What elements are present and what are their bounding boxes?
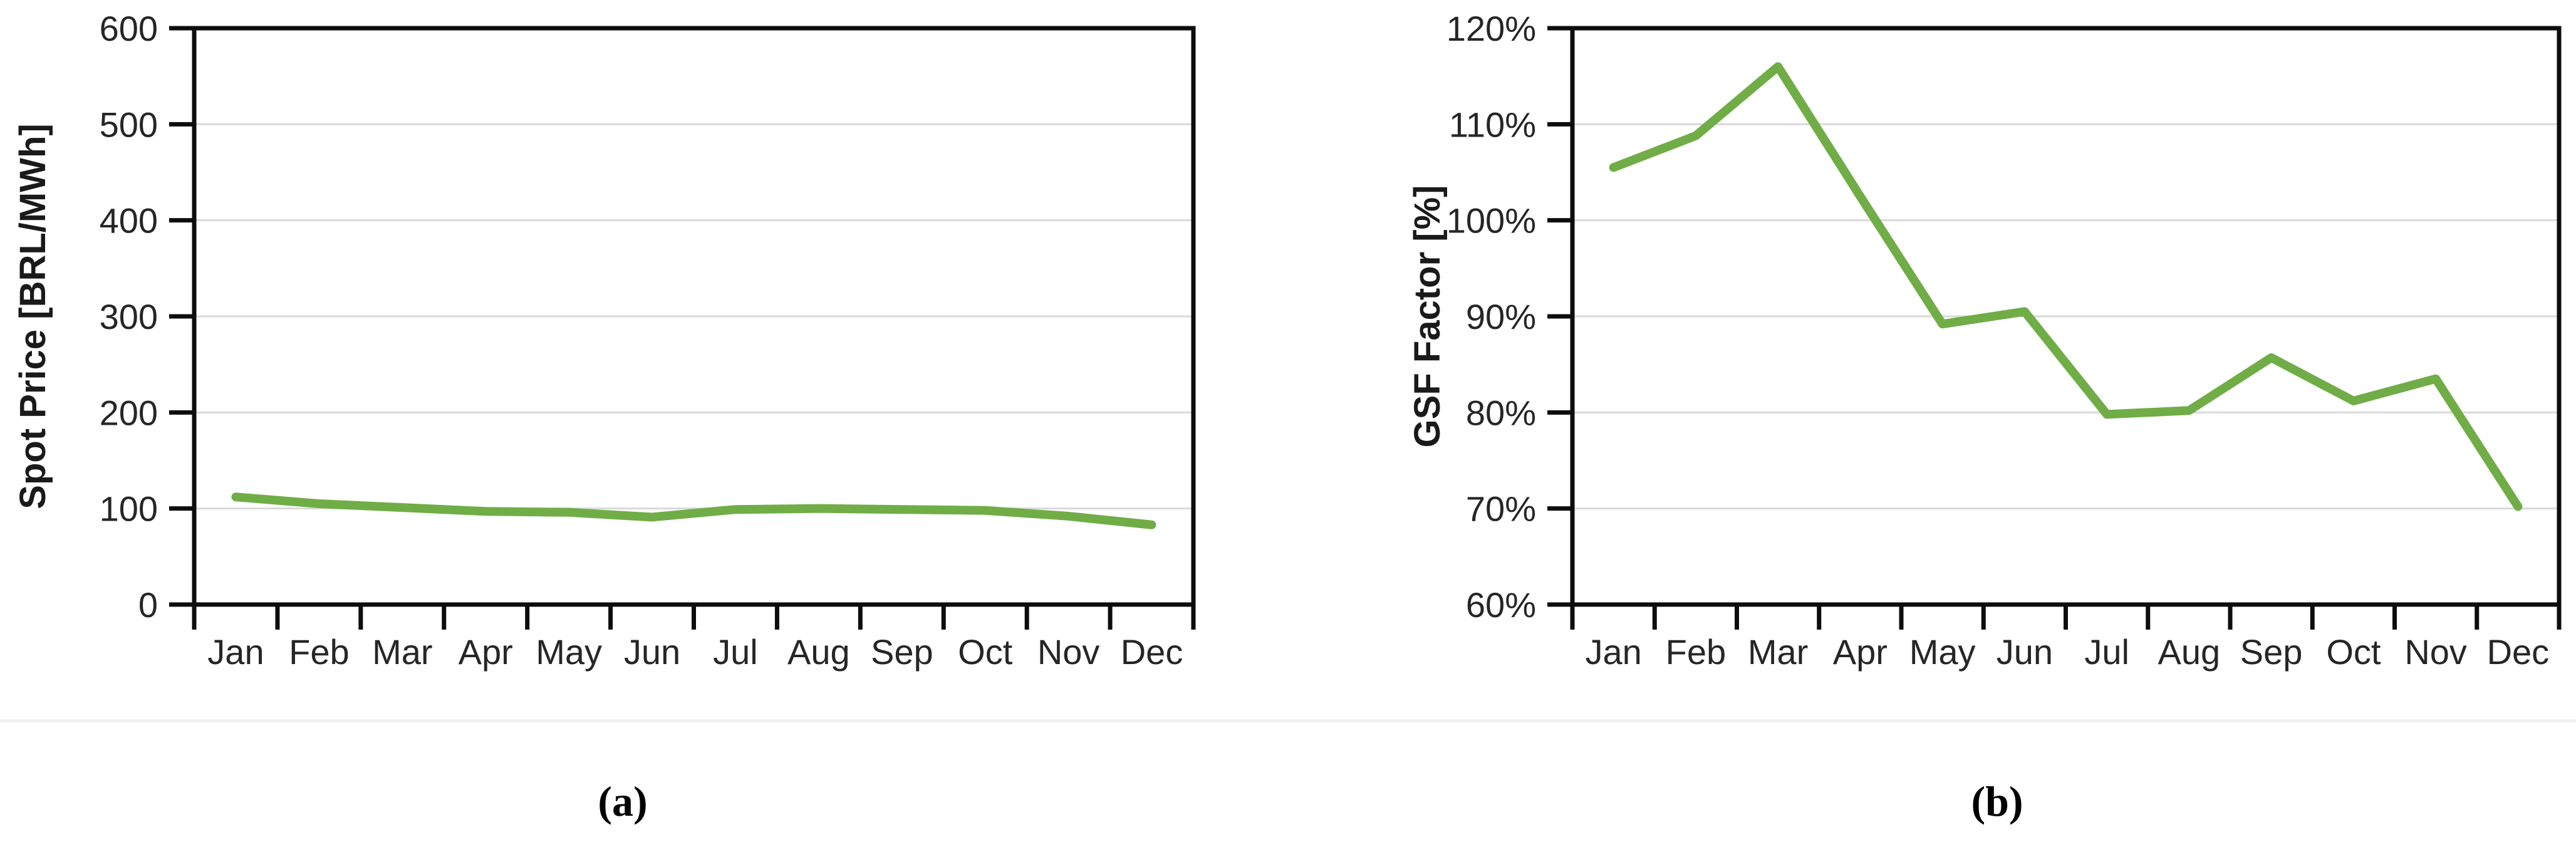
y-tick-labels-group: 0 100 200 300 400 500 600 [100, 9, 158, 625]
x-tick-label: Jun [1997, 632, 2053, 672]
gridlines-group [194, 123, 1193, 510]
x-tick-labels-group: Jan Feb Mar Apr May Jun Jul Aug Sep Oct Nov Dec [1585, 632, 2549, 672]
x-tick-label: Jul [713, 632, 758, 672]
y-tick-label: 80% [1466, 393, 1536, 432]
y-tick-label: 100 [100, 489, 158, 529]
x-tick-label: May [536, 632, 602, 672]
x-tick-label: May [1909, 632, 1976, 672]
x-tick-label: Jul [2084, 632, 2129, 672]
x-tick-label: Mar [372, 632, 432, 672]
x-tick-label: Apr [459, 632, 513, 672]
x-tick-label: Jan [207, 632, 264, 672]
x-tick-label: Dec [2487, 632, 2550, 672]
x-tick-label: Aug [2158, 632, 2221, 672]
data-line [1609, 62, 2523, 511]
gridlines-group [1572, 123, 2559, 510]
axes-group [1547, 26, 2562, 630]
x-tick-label: Apr [1833, 632, 1888, 672]
x-tick-label: Dec [1121, 632, 1183, 672]
y-axis-title-spot-price: Spot Price [BRL/MWh] [13, 123, 53, 509]
data-line [231, 492, 1156, 529]
x-tick-label: Oct [2326, 632, 2381, 672]
y-tick-label: 200 [100, 393, 158, 432]
figure-bottom-edge [0, 719, 2576, 722]
y-tick-label: 0 [138, 585, 158, 625]
axes-group [169, 26, 1196, 630]
y-tick-label: 300 [100, 297, 158, 336]
y-tick-label: 60% [1466, 585, 1536, 625]
panel-caption-b: (b) [1971, 777, 2023, 825]
x-tick-label: Feb [289, 632, 350, 672]
x-tick-labels-group: Jan Feb Mar Apr May Jun Jul Aug Sep Oct Nov Dec [207, 632, 1183, 672]
y-tick-labels-group: 60% 70% 80% 90% 100% 110% 120% [1446, 9, 1536, 625]
spot-price-line-group [231, 492, 1156, 529]
x-tick-label: Sep [2240, 632, 2303, 672]
x-tick-label: Jun [624, 632, 680, 672]
x-tick-label: Aug [787, 632, 850, 672]
spot-price-chart: 0 100 200 300 400 500 600 Jan Feb Mar Apr May Jun Ju… [13, 9, 1196, 825]
y-tick-label: 120% [1446, 9, 1536, 48]
y-tick-label: 90% [1466, 297, 1536, 336]
y-tick-label: 100% [1446, 201, 1536, 241]
y-tick-label: 110% [1449, 105, 1536, 144]
gsf-factor-chart: 60% 70% 80% 90% 100% 110% 120% Jan Feb Mar Apr May… [1407, 9, 2562, 825]
x-tick-label: Nov [2404, 632, 2467, 672]
y-tick-label: 500 [100, 105, 158, 144]
y-tick-label: 600 [100, 9, 158, 48]
gsf-factor-line-group [1609, 62, 2523, 511]
y-axis-title-gsf-factor: GSF Factor [%] [1407, 185, 1448, 448]
x-tick-label: Sep [871, 632, 933, 672]
x-tick-label: Nov [1037, 632, 1100, 672]
y-tick-label: 400 [100, 201, 158, 241]
x-tick-label: Oct [958, 632, 1013, 672]
x-tick-label: Feb [1666, 632, 1727, 672]
x-tick-label: Jan [1585, 632, 1641, 672]
panel-caption-a: (a) [598, 777, 647, 825]
y-tick-label: 70% [1466, 489, 1536, 529]
x-tick-label: Mar [1748, 632, 1808, 672]
